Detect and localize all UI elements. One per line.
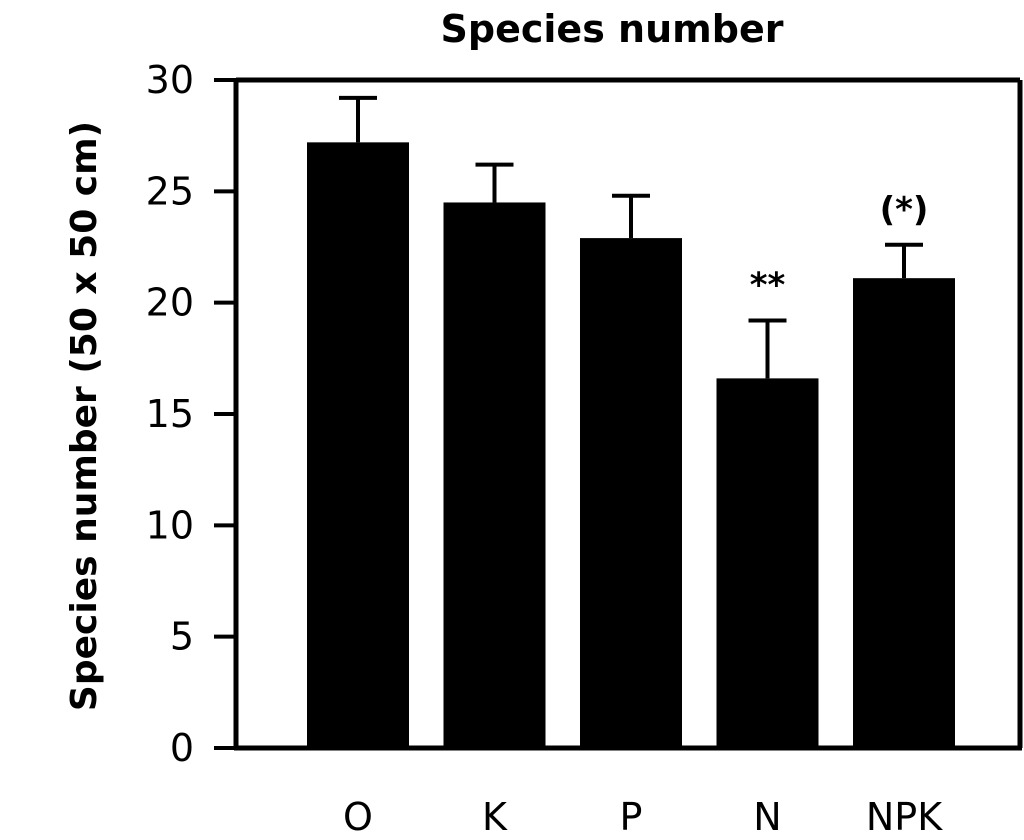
y-tick-label: 15: [146, 392, 194, 436]
x-tick-label: N: [753, 795, 781, 839]
bar: [716, 378, 819, 748]
x-tick-label: P: [620, 795, 643, 839]
y-axis-label: Species number (50 x 50 cm): [64, 121, 105, 711]
bar: [443, 202, 546, 748]
bar: [580, 238, 682, 749]
y-tick-label: 5: [170, 615, 194, 659]
bar: [853, 278, 955, 748]
plot-area: 0 5 10 15 20 25 30 O K P ** N (*) NPK: [146, 58, 1023, 839]
significance-label: **: [750, 265, 786, 305]
y-tick-label: 30: [146, 58, 194, 102]
y-tick-label: 20: [146, 281, 194, 325]
y-tick-label: 0: [170, 726, 194, 770]
x-tick-label: O: [343, 795, 373, 839]
x-tick-label: K: [482, 795, 508, 839]
y-tick-label: 10: [146, 503, 194, 547]
bar: [307, 142, 409, 748]
x-tick-label: NPK: [866, 795, 943, 839]
y-tick-label: 25: [146, 169, 194, 213]
significance-label: (*): [880, 190, 929, 230]
chart-title: Species number: [441, 7, 784, 51]
